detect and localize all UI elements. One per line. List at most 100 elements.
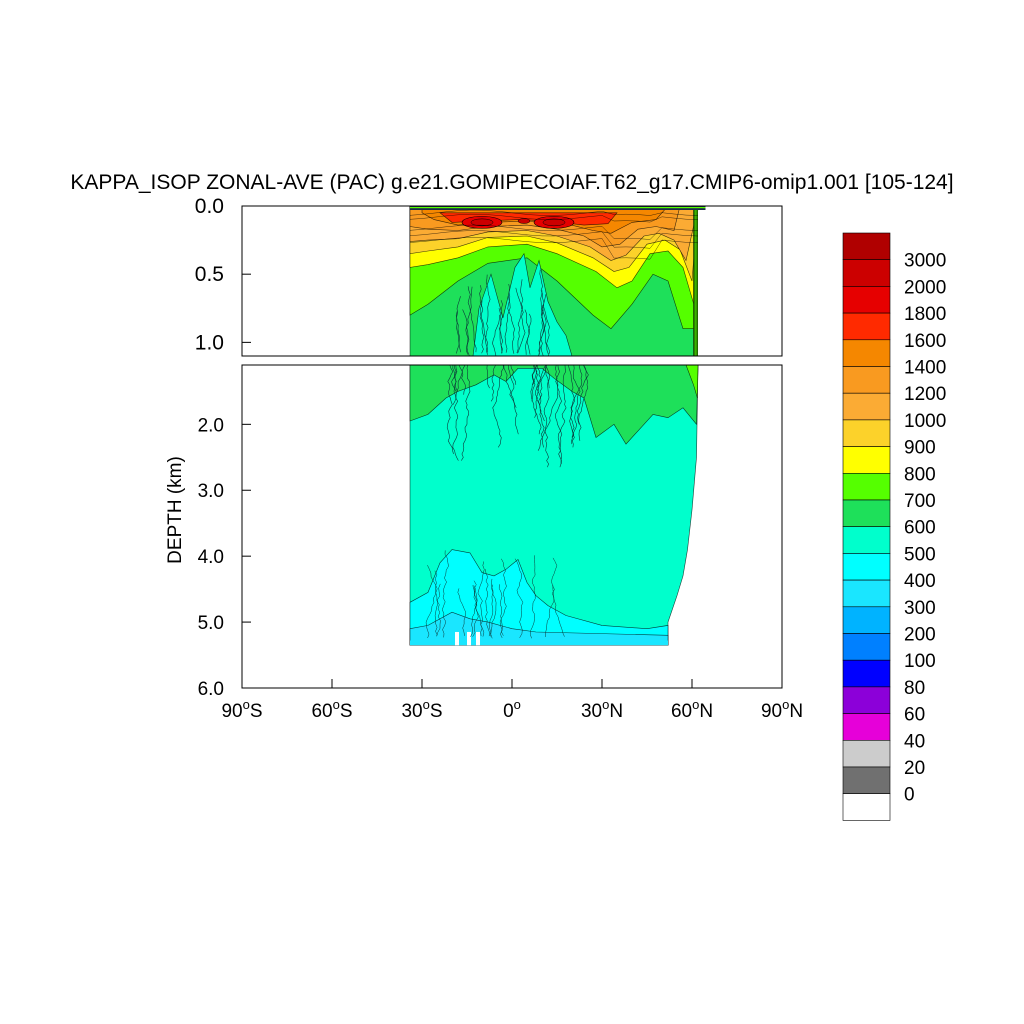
colorbar-label-5: 1200 [904, 384, 946, 405]
field-land-mask-upper [698, 210, 782, 356]
x-tick-label-6: 90oN [761, 697, 803, 722]
colorbar-box-8 [842, 446, 891, 474]
contour-noise-abyss-2 [552, 585, 565, 637]
colorbar-label-0: 3000 [904, 251, 946, 272]
contour-upper-2 [409, 224, 699, 240]
contour-noise-abyss-7 [530, 555, 536, 639]
y-tick-label-lower-4: 6.0 [198, 679, 224, 700]
contour-noise-upper-19 [466, 286, 471, 356]
contour-noise-upper-11 [515, 287, 526, 354]
contour-noise-upper-15 [498, 308, 503, 354]
field-2000-3000-blob-c [517, 218, 531, 224]
colorbar-label-3: 1600 [904, 331, 946, 352]
contour-noise-abyss-0 [442, 550, 449, 638]
field-700-800-lower-east [685, 365, 699, 399]
contour-noise-lower-9 [510, 365, 517, 385]
field-2000-3000-blob-a [470, 218, 494, 227]
contour-noise-abyss-8 [457, 588, 466, 636]
field-surface-stripe [410, 207, 706, 209]
contour-noise-abyss-3 [425, 570, 438, 639]
contour-upper-3 [409, 230, 699, 249]
colorbar-box-4 [842, 339, 891, 367]
upper-panel-frame [241, 205, 783, 357]
contour-upper-0 [409, 209, 699, 216]
contour-noise-lower-13 [446, 365, 454, 455]
x-tick-label-4: 30oN [581, 697, 623, 722]
contour-noise-upper-2 [485, 274, 491, 353]
y-tick-label-lower-0: 2.0 [198, 415, 224, 436]
colorbar-label-9: 700 [904, 491, 936, 512]
x-tick-label-0: 90oS [221, 697, 262, 722]
contour-noise-upper-17 [541, 304, 549, 355]
contour-noise-upper-16 [524, 309, 531, 355]
colorbar-label-7: 900 [904, 438, 936, 459]
colorbar-label-12: 400 [904, 571, 936, 592]
y-tick-label-upper-1: 0.5 [195, 263, 224, 286]
contour-noise-lower-20 [538, 365, 547, 408]
colorbar-label-2: 1800 [904, 304, 946, 325]
colorbar-box-21 [842, 793, 891, 821]
field-seafloor-notch-2 [476, 631, 480, 646]
contour-noise-lower-17 [532, 365, 536, 385]
colorbar-label-4: 1400 [904, 358, 946, 379]
contour-noise-abyss-16 [499, 558, 507, 639]
y-tick-label-lower-3: 5.0 [198, 613, 224, 634]
x-tick-label-2: 30oS [401, 697, 442, 722]
contour-noise-upper-14 [492, 314, 500, 356]
contour-noise-lower-10 [531, 365, 536, 402]
contour-noise-upper-9 [507, 284, 515, 354]
contour-noise-lower-18 [578, 365, 589, 441]
contour-noise-lower-2 [544, 365, 560, 468]
colorbar-label-19: 20 [904, 758, 925, 779]
contour-noise-abyss-4 [427, 564, 441, 637]
contour-noise-lower-11 [486, 365, 490, 389]
contour-noise-abyss-15 [514, 558, 524, 638]
colorbar-box-9 [842, 472, 891, 501]
contour-noise-upper-1 [479, 285, 488, 355]
contour-noise-upper-5 [538, 309, 547, 355]
y-axis-label: DEPTH (km) [165, 456, 186, 564]
lower-panel-field [409, 365, 699, 646]
colorbar-label-11: 500 [904, 544, 936, 565]
upper-panel-field [409, 206, 782, 356]
contour-noise-lower-27 [571, 365, 581, 438]
contour-upper-4 [409, 237, 699, 260]
field-seafloor-notch-0 [455, 631, 459, 646]
contour-noise-lower-3 [534, 365, 545, 422]
contour-noise-upper-8 [462, 309, 469, 355]
colorbar-box-18 [842, 713, 891, 741]
colorbar-label-20: 0 [904, 785, 915, 806]
colorbar-label-17: 60 [904, 705, 925, 726]
contour-upper-1 [409, 213, 699, 223]
colorbar-label-14: 200 [904, 625, 936, 646]
contour-noise-upper-18 [479, 300, 485, 354]
contour-noise-lower-26 [490, 365, 496, 402]
contour-noise-lower-5 [537, 365, 550, 451]
colorbar-label-10: 600 [904, 518, 936, 539]
contour-noise-abyss-6 [488, 584, 494, 637]
contour-noise-abyss-17 [477, 561, 485, 637]
contour-noise-lower-8 [544, 365, 550, 389]
contour-noise-upper-3 [469, 286, 477, 353]
colorbar-box-17 [842, 686, 891, 714]
contour-noise-abyss-12 [485, 569, 491, 637]
colorbar-box-20 [842, 766, 891, 795]
contour-noise-lower-16 [503, 365, 519, 435]
contour-noise-abyss-11 [434, 583, 441, 636]
colorbar-box-6 [842, 392, 891, 421]
y-tick-label-lower-1: 3.0 [198, 481, 224, 502]
contour-noise-lower-24 [451, 365, 458, 392]
contour-noise-lower-14 [461, 365, 471, 461]
contour-noise-lower-19 [461, 365, 466, 395]
field-2000-3000-blob-b [542, 218, 566, 227]
colorbar-label-8: 800 [904, 464, 936, 485]
colorbar-label-1: 2000 [904, 277, 946, 298]
contour-noise-lower-25 [557, 365, 567, 464]
colorbar-box-12 [842, 553, 891, 581]
contour-noise-abyss-5 [490, 578, 497, 639]
colorbar-label-18: 40 [904, 731, 925, 752]
colorbar-label-13: 300 [904, 598, 936, 619]
colorbar-box-7 [842, 419, 891, 447]
contour-noise-lower-6 [530, 365, 538, 418]
